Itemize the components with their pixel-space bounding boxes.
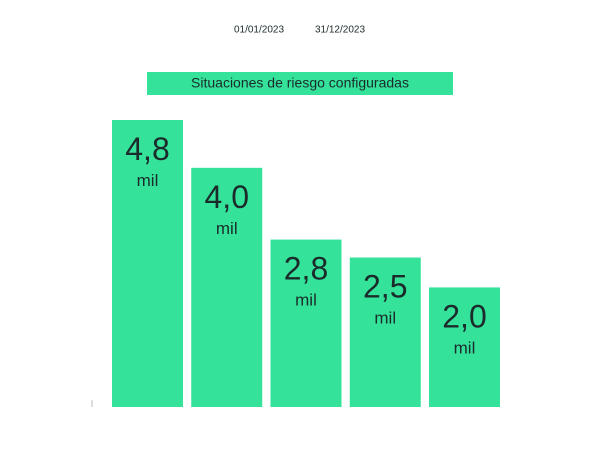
- data-label-part: 4,8: [125, 131, 169, 167]
- data-label-part: 2,8: [284, 251, 328, 287]
- title-background: [147, 72, 453, 95]
- data-label-part: mil: [216, 219, 238, 238]
- data-label-part: 2,0: [442, 299, 486, 335]
- chart-title: Situaciones de riesgo configuradas: [191, 75, 409, 91]
- bar: [112, 120, 183, 407]
- bar: [191, 167, 263, 407]
- data-label: 2,0 mil: [442, 299, 486, 358]
- data-label-part: 2,5: [363, 269, 407, 305]
- bar: [270, 239, 342, 407]
- data-label: 4,8 mil: [125, 131, 169, 190]
- data-label-part: mil: [374, 309, 396, 328]
- data-label: 4,0 mil: [205, 179, 249, 238]
- bar: [429, 287, 500, 407]
- data-label: 2,5 mil: [363, 269, 407, 328]
- data-label-part: mil: [295, 291, 317, 310]
- end-date: 31/12/2023: [315, 25, 365, 36]
- bar: [349, 257, 421, 407]
- data-label-part: 4,0: [205, 179, 249, 215]
- data-label-part: mil: [454, 339, 476, 358]
- start-date: 01/01/2023: [234, 25, 284, 36]
- data-label-part: mil: [137, 171, 159, 190]
- data-label: 2,8 mil: [284, 251, 328, 310]
